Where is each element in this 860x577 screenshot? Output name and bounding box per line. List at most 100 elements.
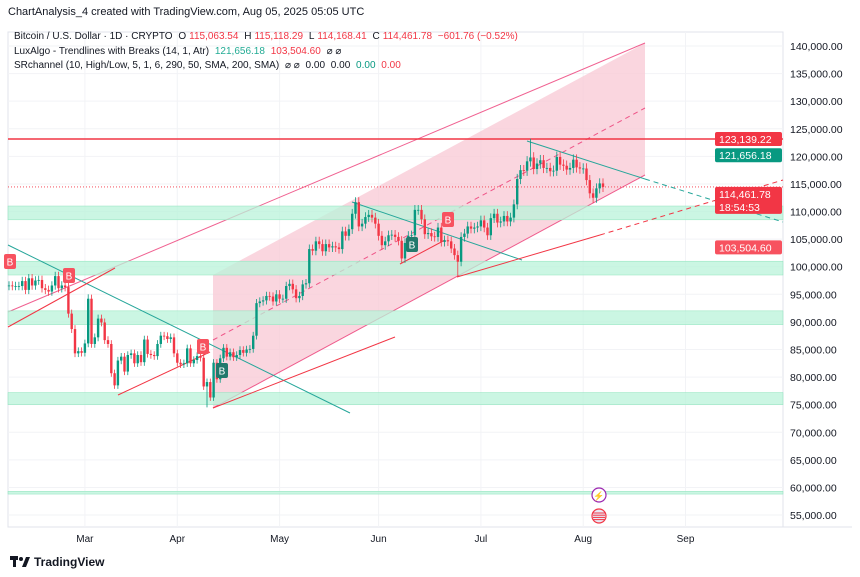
regression-channel	[213, 43, 645, 408]
candle-body	[34, 280, 37, 286]
y-tick-label: 90,000.00	[790, 317, 837, 329]
close-value: 114,461.78	[382, 31, 433, 42]
support-resistance-zone	[7, 205, 784, 221]
candle-body	[199, 356, 202, 358]
eye-off-icon[interactable]: ⌀ ⌀	[326, 45, 342, 57]
support-resistance-zone	[7, 392, 784, 405]
x-tick-label: Jul	[475, 534, 488, 545]
candle-body	[308, 249, 311, 284]
candle-body	[321, 244, 324, 252]
candle-body	[502, 215, 506, 222]
candle-body	[367, 214, 370, 218]
candle-body	[499, 221, 502, 223]
price-label-text: 114,461.78	[719, 189, 771, 201]
candle-body	[327, 244, 331, 248]
indicator-value: 103,504.60	[270, 45, 321, 57]
break-label-box	[4, 254, 16, 269]
candle-body	[591, 193, 595, 198]
us-flag-icon	[591, 508, 607, 524]
candle-body	[585, 168, 588, 181]
candle-body	[337, 247, 341, 250]
candle-body	[558, 156, 562, 165]
candle-body	[7, 285, 11, 287]
candle-body	[489, 218, 492, 236]
candle-body	[446, 240, 450, 242]
y-tick-label: 60,000.00	[790, 482, 837, 494]
candle-body	[588, 180, 591, 194]
candle-body	[166, 336, 169, 340]
candle-body	[324, 244, 327, 252]
candle-body	[341, 231, 344, 250]
candle-body	[255, 303, 258, 336]
candle-body	[60, 285, 63, 289]
candle-body	[24, 281, 27, 290]
candle-body	[30, 278, 34, 286]
symbol-name: Bitcoin / U.S. Dollar · 1D · CRYPTO	[14, 31, 173, 42]
high-value: 115,118.29	[254, 31, 304, 42]
candle-body	[100, 318, 103, 323]
candle-body	[532, 157, 535, 170]
candle-body	[443, 240, 446, 242]
candle-body	[298, 295, 301, 299]
candle-body	[377, 223, 380, 236]
price-label-text: 121,656.18	[719, 150, 772, 162]
candle-body	[40, 279, 44, 289]
indicator-value: 0.00	[330, 60, 351, 71]
candle-body	[519, 170, 522, 179]
candle-body	[133, 353, 136, 364]
candle-body	[549, 167, 552, 172]
candle-body	[562, 164, 565, 166]
y-tick-label: 95,000.00	[790, 289, 837, 301]
trendline	[7, 267, 116, 328]
legend-indicator-luxalgo[interactable]: LuxAlgo - Trendlines with Breaks (14, 1,…	[14, 45, 524, 60]
candle-body	[50, 285, 54, 292]
candle-body	[565, 165, 568, 170]
candle-body	[450, 241, 453, 249]
y-tick-label: 55,000.00	[790, 510, 837, 522]
y-tick-label: 130,000.00	[790, 96, 843, 108]
candle-body	[456, 255, 459, 262]
candle-body	[83, 343, 87, 353]
trendline	[526, 140, 646, 180]
break-label-text: B	[409, 241, 416, 252]
candle-body	[14, 286, 17, 287]
x-tick-label: Apr	[170, 534, 186, 545]
y-tick-label: 110,000.00	[790, 207, 842, 219]
trendline	[212, 336, 396, 409]
candle-body	[535, 163, 539, 170]
candle-body	[492, 213, 496, 219]
candle-body	[153, 355, 156, 357]
candle-body	[143, 339, 146, 363]
candle-body	[301, 284, 304, 296]
y-tick-label: 65,000.00	[790, 455, 837, 467]
candle-body	[265, 295, 268, 301]
candle-body	[21, 281, 24, 287]
candle-body	[27, 278, 30, 290]
candle-body	[182, 363, 186, 365]
trendline	[599, 179, 784, 236]
y-tick-label: 100,000.00	[790, 262, 843, 274]
candle-body	[47, 289, 50, 292]
candle-body	[555, 156, 558, 171]
close-label: C	[372, 31, 380, 42]
support-resistance-zone	[7, 310, 784, 325]
candle-body	[413, 209, 417, 236]
candle-body	[314, 241, 318, 251]
candle-body	[162, 335, 166, 337]
break-label-box	[63, 268, 75, 283]
candle-body	[393, 234, 397, 237]
candle-body	[423, 219, 426, 235]
candle-body	[417, 209, 420, 211]
tradingview-logo-icon	[10, 556, 30, 567]
y-tick-label: 85,000.00	[790, 344, 837, 356]
candle-body	[512, 204, 516, 218]
candle-body	[506, 215, 509, 222]
eye-off-icon[interactable]: ⌀ ⌀	[284, 60, 300, 71]
legend-indicator-srchannel[interactable]: SRchannel (10, High/Low, 5, 1, 6, 290, 5…	[14, 59, 524, 74]
candle-body	[192, 359, 195, 364]
candle-body	[354, 202, 357, 214]
legend-symbol-row[interactable]: Bitcoin / U.S. Dollar · 1D · CRYPTO O 115…	[14, 30, 524, 45]
indicator-value: 121,656.18	[214, 45, 265, 57]
candle-body	[459, 236, 463, 262]
